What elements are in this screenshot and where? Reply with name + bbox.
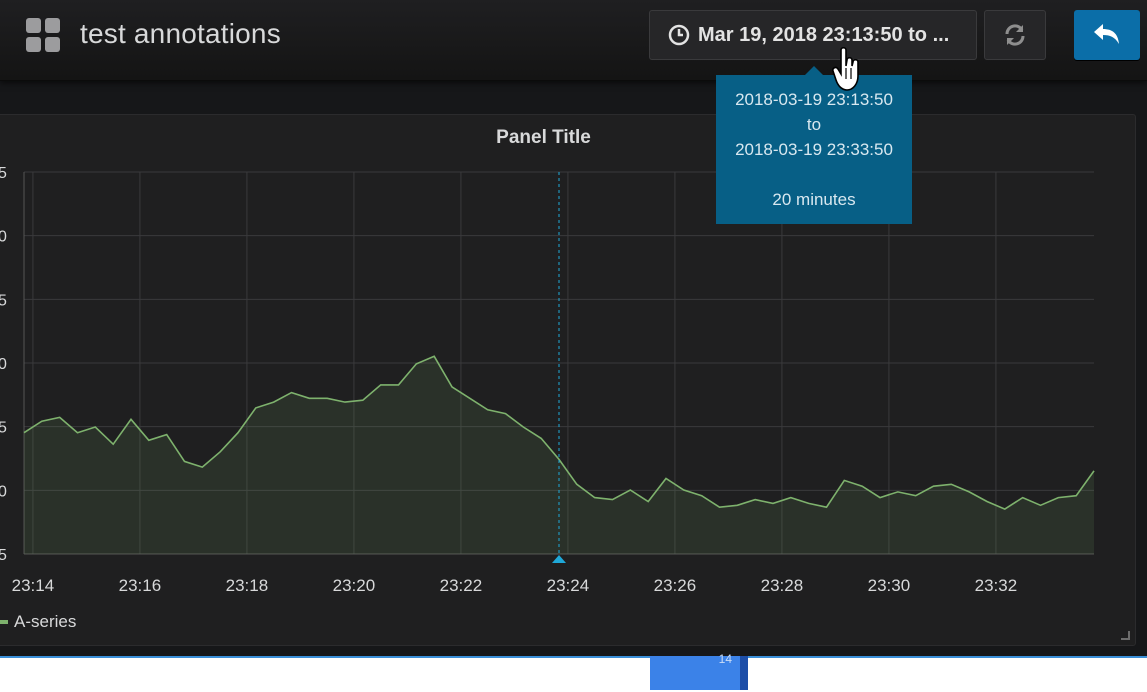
series-area-a-series: [24, 356, 1094, 554]
next-panel-strip: [0, 656, 1147, 692]
y-tick-label: 0: [0, 483, 7, 500]
annotation-marker: [552, 555, 566, 563]
top-navbar: test annotations Mar 19, 2018 23:13:50 t…: [0, 0, 1147, 81]
x-tick-label: 23:16: [119, 576, 162, 595]
legend: A-series: [0, 612, 76, 632]
y-tick-label: 0: [0, 356, 7, 373]
next-panel-block: 14: [650, 652, 740, 690]
x-tick-label: 23:20: [333, 576, 376, 595]
legend-swatch: [0, 620, 8, 624]
series-line-a-series: [23, 355, 1095, 511]
next-panel-partial-text: 14: [718, 652, 732, 666]
y-tick-label: 5: [0, 165, 7, 182]
tooltip-duration: 20 minutes: [772, 190, 856, 209]
refresh-icon: [1005, 24, 1025, 46]
clock-icon: [668, 24, 690, 46]
y-tick-label: 5: [0, 292, 7, 309]
grid-icon[interactable]: [26, 18, 60, 52]
y-tick-label: 5: [0, 547, 7, 564]
x-tick-label: 23:30: [868, 576, 911, 595]
dashboard-title[interactable]: test annotations: [80, 18, 281, 49]
back-arrow-icon: [1094, 24, 1119, 44]
y-tick-label: 0: [0, 229, 7, 246]
time-series-chart[interactable]: 5 0 5 0 5 0 5 23:14 23:16 23:18 23:20 23:22 23:24 23:…: [0, 160, 1147, 605]
x-tick-label: 23:26: [654, 576, 697, 595]
tooltip-arrow: [805, 66, 823, 75]
x-tick-label: 23:32: [975, 576, 1018, 595]
panel-resize-handle[interactable]: [1121, 631, 1130, 640]
tooltip-to-word: to: [806, 115, 822, 134]
hand-pointer-cursor-icon: [832, 46, 859, 91]
x-tick-label: 23:14: [12, 576, 55, 595]
y-tick-label: 5: [0, 420, 7, 437]
x-tick-label: 23:24: [547, 576, 590, 595]
refresh-button[interactable]: [984, 10, 1046, 60]
time-range-label: Mar 19, 2018 23:13:50 to ...: [698, 23, 950, 46]
x-tick-label: 23:18: [226, 576, 269, 595]
next-panel-bar: [740, 656, 748, 690]
tooltip-from: 2018-03-19 23:13:50: [735, 90, 893, 109]
time-range-tooltip: 2018-03-19 23:13:50 to 2018-03-19 23:33:…: [716, 75, 912, 224]
tooltip-to: 2018-03-19 23:33:50: [735, 140, 893, 159]
time-range-picker-button[interactable]: Mar 19, 2018 23:13:50 to ...: [649, 10, 977, 60]
panel-title[interactable]: Panel Title: [496, 127, 591, 148]
x-tick-label: 23:22: [440, 576, 483, 595]
back-to-dashboard-button[interactable]: [1074, 10, 1140, 60]
legend-item-a-series[interactable]: A-series: [14, 612, 77, 631]
x-tick-label: 23:28: [761, 576, 804, 595]
